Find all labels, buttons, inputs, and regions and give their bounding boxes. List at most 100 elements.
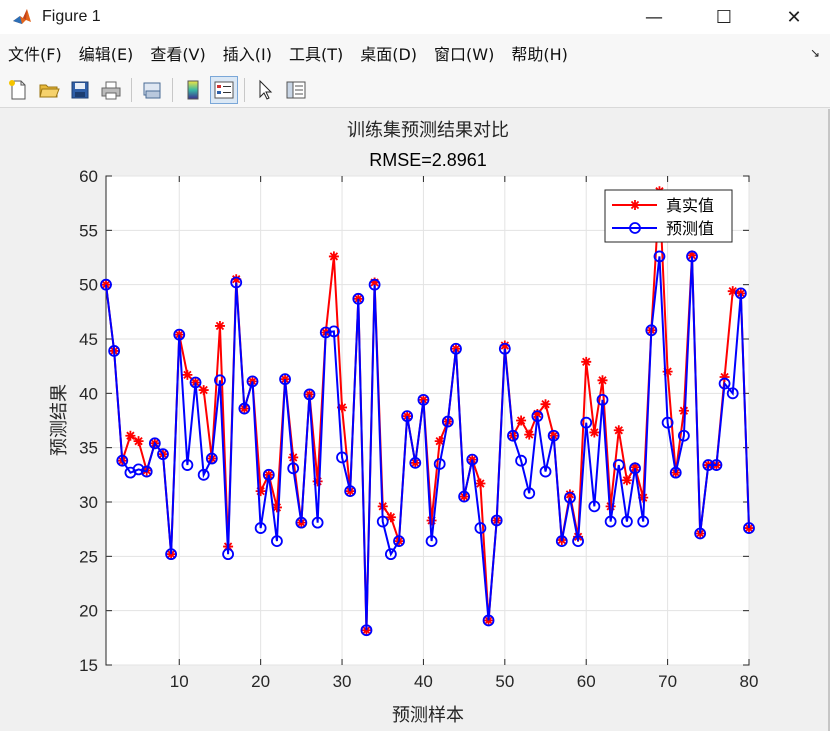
x-axis-label: 预测样本: [392, 705, 464, 725]
y-tick-label: 60: [79, 167, 98, 186]
data-point-circle: [157, 448, 169, 461]
data-point-circle: [433, 458, 446, 470]
x-tick-label: 40: [414, 672, 433, 691]
menu-tools[interactable]: 工具(T): [288, 45, 344, 64]
data-point-circle: [702, 459, 715, 471]
menu-view[interactable]: 查看(V): [150, 45, 206, 64]
menu-dock-arrow-icon[interactable]: ↘: [809, 46, 820, 60]
data-point-circle: [441, 415, 454, 428]
data-point-circle: [303, 388, 316, 401]
menu-desktop[interactable]: 桌面(D): [360, 45, 418, 64]
data-point-circle: [653, 250, 666, 263]
menu-edit[interactable]: 编辑(E): [78, 45, 134, 64]
data-point-circle: [498, 342, 511, 355]
data-point-circle: [295, 516, 308, 529]
data-point-circle: [531, 410, 544, 423]
close-button[interactable]: ✕: [786, 6, 802, 28]
maximize-button[interactable]: ☐: [715, 6, 733, 28]
data-point-star: [744, 523, 754, 534]
data-point-circle: [376, 515, 389, 528]
menu-file[interactable]: 文件(F): [8, 45, 62, 64]
y-tick-label: 45: [79, 330, 98, 349]
data-point-circle: [287, 462, 300, 475]
save-icon: [71, 81, 89, 98]
plot-area[interactable]: [105, 175, 750, 666]
toolbar-separator: [244, 77, 245, 102]
data-point-circle: [743, 522, 755, 534]
colorbar-button[interactable]: [179, 76, 207, 104]
axis-ticks: 10 20 30 40 50 60 70 80 15 20 25 30 35 40 45 50 55 60: [79, 167, 758, 691]
data-point-circle: [336, 451, 348, 464]
data-point-star: [630, 462, 641, 473]
data-point-star: [524, 429, 535, 440]
chart-subtitle: RMSE=2.8961: [369, 150, 487, 170]
data-point-circle: [523, 487, 536, 500]
open-file-button[interactable]: [35, 76, 63, 104]
data-point-star: [133, 436, 144, 447]
data-point-circle: [604, 515, 617, 528]
data-point-circle: [669, 466, 682, 479]
data-point-star: [638, 492, 649, 503]
menu-window[interactable]: 窗口(W): [434, 45, 495, 64]
data-point-circle: [352, 292, 365, 305]
save-button[interactable]: [66, 76, 94, 104]
data-point-circle: [108, 345, 121, 357]
legend-star-marker: [630, 200, 640, 210]
y-tick-label: 35: [79, 439, 98, 458]
window-right-border: [828, 109, 830, 731]
y-tick-label: 40: [79, 384, 98, 403]
new-figure-button[interactable]: [4, 76, 32, 104]
open-file-icon: [39, 84, 60, 97]
data-point-star: [687, 250, 698, 261]
chart-svg[interactable]: 训练集预测结果对比 RMSE=2.8961 10 20 30 40 50 60 70 80 15…: [0, 109, 830, 731]
data-point-star: [621, 475, 632, 486]
data-point-star: [532, 408, 543, 419]
chart-title: 训练集预测结果对比: [347, 120, 509, 140]
data-point-star: [125, 430, 136, 441]
data-point-circle: [327, 325, 340, 338]
data-point-circle: [564, 491, 576, 504]
print-icon: [101, 81, 121, 99]
data-point-circle: [197, 468, 210, 481]
property-inspector-icon: [286, 81, 306, 98]
menu-help[interactable]: 帮助(H): [511, 45, 568, 64]
data-point-circle: [629, 462, 641, 475]
grid-lines: [106, 175, 750, 666]
data-point-circle: [734, 287, 747, 300]
colorbar-icon: [187, 80, 199, 99]
menu-bar: 文件(F) 编辑(E) 查看(V) 插入(I) 工具(T) 桌面(D) 窗口(W…: [0, 34, 830, 72]
legend-button[interactable]: [210, 75, 238, 104]
edit-plot-button[interactable]: [251, 76, 279, 104]
data-point-star: [678, 405, 689, 416]
property-inspector-button[interactable]: [282, 76, 310, 104]
data-point-circle: [482, 614, 495, 627]
link-plot-button[interactable]: [138, 76, 166, 104]
data-point-circle: [458, 490, 471, 503]
y-tick-label: 20: [79, 602, 98, 621]
data-point-circle: [466, 453, 479, 466]
data-point-circle: [555, 535, 568, 548]
data-point-circle: [319, 326, 332, 339]
menu-insert[interactable]: 插入(I): [222, 45, 272, 64]
data-point-circle: [726, 387, 739, 400]
data-point-circle: [588, 500, 601, 513]
data-point-circle: [637, 515, 650, 528]
data-point-circle: [140, 465, 153, 478]
data-point-circle: [246, 375, 259, 388]
minimize-button[interactable]: —: [645, 6, 663, 28]
data-point-star: [312, 476, 323, 487]
data-point-circle: [214, 374, 226, 387]
series-line: [105, 256, 750, 631]
data-point-circle: [238, 402, 251, 415]
data-point-star: [182, 369, 193, 380]
y-tick-label: 30: [79, 493, 98, 512]
print-button[interactable]: [97, 76, 125, 104]
data-point-circle: [100, 278, 112, 291]
data-point-circle: [718, 377, 731, 390]
data-point-circle: [409, 456, 422, 469]
data-point-circle: [181, 459, 194, 471]
x-tick-label: 50: [495, 672, 514, 691]
figure-canvas[interactable]: 训练集预测结果对比 RMSE=2.8961 10 20 30 40 50 60 70 80 15…: [0, 109, 830, 731]
data-point-star: [369, 277, 380, 288]
